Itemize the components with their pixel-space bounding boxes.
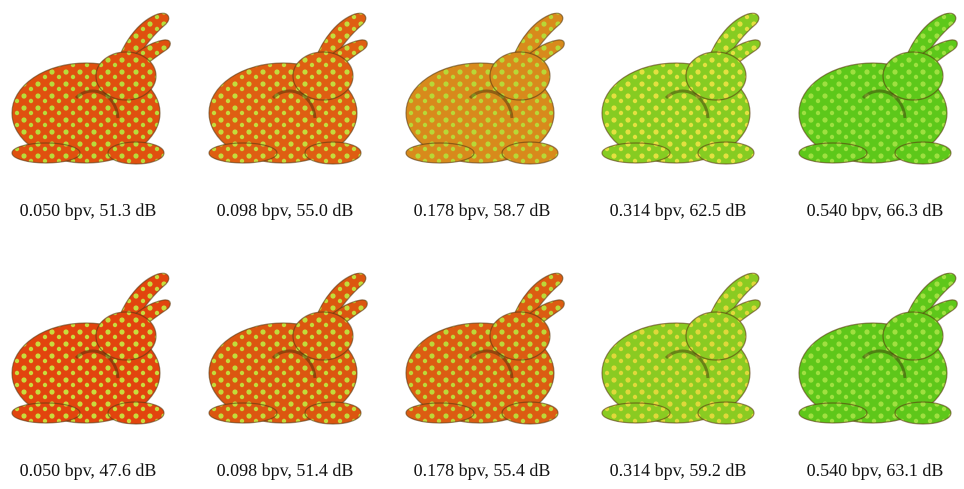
caption: 0.540 bpv, 66.3 dB — [807, 200, 944, 220]
caption: 0.540 bpv, 63.1 dB — [807, 460, 944, 480]
caption: 0.178 bpv, 55.4 dB — [414, 460, 551, 480]
bunny-render — [602, 273, 760, 424]
figure: 0.050 bpv, 51.3 dB 0.098 bpv, 55.0 dB 0.17… — [0, 0, 964, 489]
bunny-render — [12, 273, 170, 424]
caption: 0.098 bpv, 55.0 dB — [217, 200, 354, 220]
caption: 0.314 bpv, 59.2 dB — [610, 460, 747, 480]
caption: 0.314 bpv, 62.5 dB — [610, 200, 747, 220]
bunny-render — [799, 13, 957, 164]
bunny-render — [406, 273, 564, 424]
bunny-render — [799, 273, 957, 424]
bunny-render — [602, 13, 760, 164]
bunny-render — [12, 13, 170, 164]
bunny-render — [406, 13, 564, 164]
bunny-render — [209, 273, 367, 424]
caption: 0.098 bpv, 51.4 dB — [217, 460, 354, 480]
caption: 0.050 bpv, 51.3 dB — [20, 200, 157, 220]
bunny-render — [209, 13, 367, 164]
caption: 0.178 bpv, 58.7 dB — [414, 200, 551, 220]
caption: 0.050 bpv, 47.6 dB — [20, 460, 157, 480]
